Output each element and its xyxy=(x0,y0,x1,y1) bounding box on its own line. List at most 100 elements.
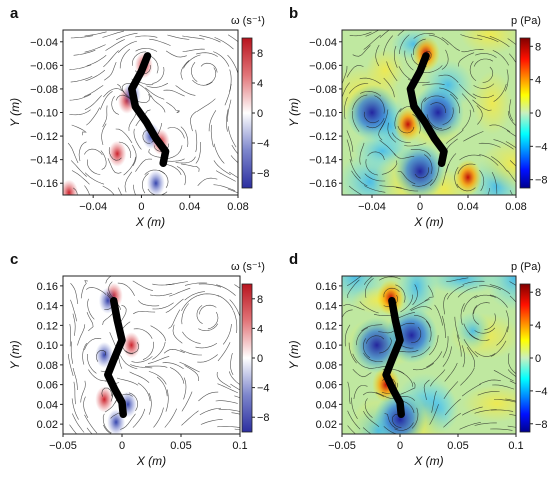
y-tick-label: −0.12 xyxy=(30,131,58,143)
streamline xyxy=(351,397,358,419)
streamline xyxy=(73,49,96,56)
streamline xyxy=(100,91,113,110)
streamline xyxy=(493,139,514,150)
panel-b-body xyxy=(406,52,448,167)
streamline xyxy=(431,390,437,413)
streamline xyxy=(84,185,90,195)
streamline xyxy=(474,294,497,299)
streamline xyxy=(234,284,240,289)
streamline xyxy=(507,38,516,46)
streamline xyxy=(411,346,431,358)
x-tick-label: −0.04 xyxy=(358,201,386,213)
streamline xyxy=(213,160,231,176)
streamline xyxy=(86,107,100,126)
streamline xyxy=(70,341,74,364)
streamline xyxy=(103,88,123,98)
streamline xyxy=(176,166,186,186)
streamline xyxy=(507,170,516,183)
streamline xyxy=(192,79,213,86)
streamline xyxy=(387,122,397,143)
streamline xyxy=(144,365,168,368)
streamline xyxy=(150,292,173,297)
streamline xyxy=(412,362,434,371)
streamline xyxy=(84,172,105,185)
streamline xyxy=(458,83,477,99)
streamline xyxy=(71,398,79,420)
x-axis-title: X (m) xyxy=(136,454,166,468)
streamline xyxy=(364,398,373,418)
streamline xyxy=(367,151,385,160)
streamline xyxy=(414,315,431,329)
streamline xyxy=(507,425,516,428)
streamline xyxy=(182,48,205,52)
streamline xyxy=(184,282,208,286)
streamline xyxy=(343,304,365,311)
y-tick-label: −0.10 xyxy=(30,108,58,120)
streamline xyxy=(165,50,187,58)
streamline xyxy=(218,409,240,412)
streamline xyxy=(506,130,516,137)
streamline xyxy=(441,37,460,51)
streamline xyxy=(84,44,106,53)
streamline xyxy=(105,276,112,284)
streamline xyxy=(441,163,449,186)
streamline xyxy=(404,142,427,147)
streamline xyxy=(477,391,500,396)
streamline xyxy=(438,74,459,83)
streamline xyxy=(466,346,476,368)
streamline xyxy=(472,93,495,99)
streamline xyxy=(172,324,183,344)
panel-c-vortex-3 xyxy=(95,342,114,368)
streamline xyxy=(167,127,185,139)
streamline xyxy=(116,32,138,41)
panel-a-plot-area xyxy=(63,30,238,195)
colorbar-tick-label: 0 xyxy=(535,353,541,365)
x-axis-title: X (m) xyxy=(135,215,165,229)
streamline xyxy=(443,292,449,315)
colorbar-tick-label: 0 xyxy=(257,108,263,120)
y-tick-label: 0.06 xyxy=(316,380,337,392)
streamline xyxy=(378,120,386,141)
streamline xyxy=(364,185,386,193)
streamline xyxy=(83,148,103,156)
streamline xyxy=(216,284,236,296)
y-tick-label: −0.04 xyxy=(30,37,58,49)
y-tick-label: 0.08 xyxy=(37,360,58,372)
streamline xyxy=(142,341,154,360)
streamline xyxy=(474,351,496,357)
streamline xyxy=(444,362,458,382)
y-tick-label: −0.08 xyxy=(30,84,58,96)
streamline xyxy=(473,58,494,67)
streamline xyxy=(425,320,432,342)
streamline xyxy=(393,153,415,159)
streamline xyxy=(487,188,490,195)
streamline xyxy=(484,313,496,331)
streamline xyxy=(125,342,140,354)
streamline xyxy=(383,287,400,298)
streamline xyxy=(213,143,225,164)
streamline xyxy=(428,335,439,356)
colorbar-tick-label: 4 xyxy=(535,75,541,87)
streamline xyxy=(379,276,401,281)
streamline xyxy=(489,284,511,295)
streamline xyxy=(131,356,153,363)
streamline xyxy=(147,188,168,195)
streamline xyxy=(137,382,151,401)
streamline xyxy=(234,395,240,399)
streamline xyxy=(83,396,89,418)
y-tick-label: 0.02 xyxy=(37,419,58,431)
streamline xyxy=(429,165,440,186)
streamline xyxy=(490,409,514,412)
streamline xyxy=(363,410,380,427)
streamline xyxy=(148,392,152,415)
streamline xyxy=(362,391,385,397)
streamline xyxy=(383,35,394,56)
colorbar-tick-label: 4 xyxy=(257,323,263,335)
streamline xyxy=(412,113,421,134)
streamline xyxy=(146,83,169,88)
streamline xyxy=(103,50,119,68)
panel-a-colorbar-title: ω (s⁻¹) xyxy=(231,15,265,27)
streamline xyxy=(421,65,443,74)
streamline xyxy=(217,426,240,428)
streamline xyxy=(166,102,180,114)
